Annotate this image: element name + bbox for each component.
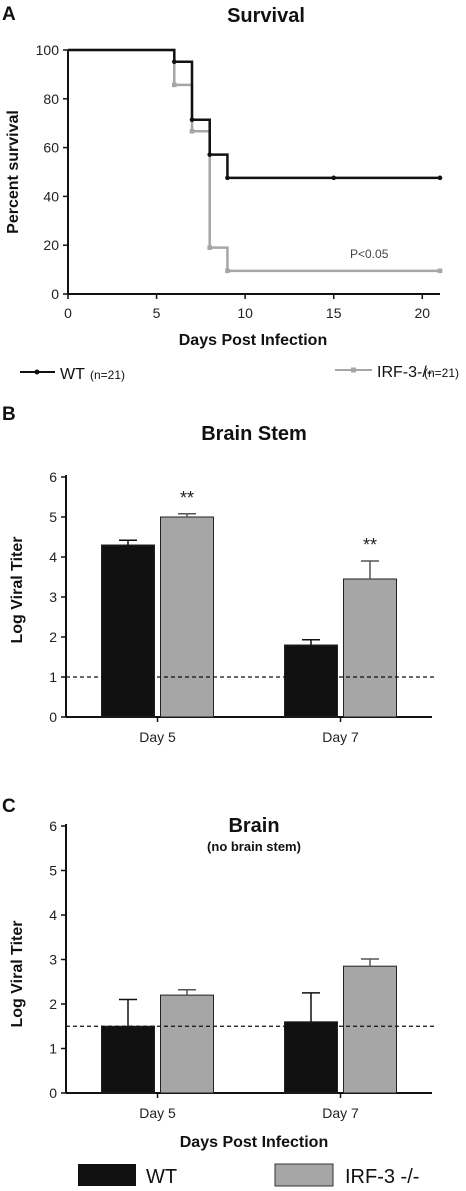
survival-marker-wt <box>331 175 337 181</box>
panel-a-y-tick-label: 0 <box>51 286 59 302</box>
legend-irf3-marker <box>351 367 356 373</box>
panel-c-bar-wt <box>284 1021 338 1094</box>
panel-a-title: Survival <box>227 5 305 27</box>
survival-marker-irf3 <box>171 82 177 88</box>
panel-a-letter: A <box>2 4 16 25</box>
survival-line-irf3 <box>68 48 440 273</box>
panel-b-y-tick-label: 0 <box>49 709 57 725</box>
survival-marker-wt <box>171 59 177 65</box>
panel-b-y-axis-title: Log Viral Titer <box>9 537 26 644</box>
panel-b-title: Brain Stem <box>201 423 307 445</box>
legend-irf3-label: IRF-3-/- <box>377 364 432 381</box>
panel-c-x-axis-title: Days Post Infection <box>180 1134 328 1151</box>
survival-marker-irf3 <box>437 268 443 274</box>
panel-b-significance-mark: ** <box>180 488 194 508</box>
panel-c-title: Brain <box>228 815 279 837</box>
survival-marker-wt <box>207 152 213 157</box>
panel-c-category-label: Day 5 <box>139 1105 176 1121</box>
panel-b-bar-irf3 <box>343 578 397 718</box>
panel-b-bar-irf3 <box>160 516 214 718</box>
panel-a-legend: WT (n=21) IRF-3-/- (n=21) <box>20 364 459 383</box>
panel-a-x-axis-title: Days Post Infection <box>179 332 327 349</box>
panel-c-y-tick-label: 5 <box>49 863 57 879</box>
survival-marker-irf3 <box>207 245 213 250</box>
survival-marker-wt <box>437 175 443 181</box>
panel-b-bar-wt <box>284 644 338 718</box>
panel-c-y-tick-label: 3 <box>49 952 57 968</box>
panel-c-bar-irf3 <box>343 965 397 1094</box>
panel-b-bar-wt <box>101 544 155 718</box>
panel-a-y-tick-label: 100 <box>36 42 60 58</box>
panel-a-y-tick-label: 20 <box>43 237 59 253</box>
panel-a-y-tick-label: 80 <box>43 91 59 107</box>
panel-a-x-tick-label: 10 <box>237 305 253 321</box>
panel-b-y-tick-label: 3 <box>49 589 57 605</box>
panel-b-plot: 0 1 2 3 4 5 6 Day 5 ** Day 7 ** <box>49 469 437 745</box>
panel-a-y-tick-label: 60 <box>43 140 59 156</box>
survival-line-wt <box>68 48 440 180</box>
survival-marker-wt <box>225 175 230 181</box>
panel-a-x-tick-label: 5 <box>153 305 161 321</box>
legend-irf3-swatch <box>274 1163 334 1187</box>
survival-marker-wt <box>189 117 195 123</box>
legend-wt-marker <box>34 369 40 375</box>
panel-b-category-label: Day 5 <box>139 729 176 745</box>
panel-c-y-tick-label: 2 <box>49 996 57 1012</box>
panel-c-y-tick-label: 0 <box>49 1085 57 1101</box>
legend-wt-label: WT <box>60 366 85 383</box>
panel-a-axes <box>67 50 440 295</box>
legend-wt-swatch <box>78 1164 136 1186</box>
survival-marker-irf3 <box>189 128 195 134</box>
panel-b-significance-mark: ** <box>363 535 377 555</box>
panel-b-y-tick-label: 2 <box>49 629 57 645</box>
legend-wt-n: (n=21) <box>90 368 125 382</box>
panel-c-bar-wt <box>101 1025 155 1094</box>
legend-irf3-text: IRF-3 -/- <box>345 1166 419 1188</box>
panel-c-letter: C <box>2 796 16 817</box>
panel-c-bar-irf3 <box>160 994 214 1094</box>
panel-c-subtitle: (no brain stem) <box>207 839 301 854</box>
panel-a-x-ticks: 0 5 10 15 20 <box>64 294 430 321</box>
panel-a-x-tick-label: 20 <box>414 305 430 321</box>
panel-a-series <box>68 48 443 274</box>
panel-a-p-value: P<0.05 <box>350 247 389 261</box>
panel-c-y-tick-label: 6 <box>49 818 57 834</box>
panel-b-category-label: Day 7 <box>322 729 359 745</box>
panel-a-y-axis-title: Percent survival <box>5 110 22 234</box>
panel-b-y-tick-label: 5 <box>49 509 57 525</box>
panel-a-y-tick-label: 40 <box>43 188 59 204</box>
panel-c-y-tick-label: 4 <box>49 907 57 923</box>
legend-wt-text: WT <box>146 1166 177 1188</box>
panel-b-y-tick-label: 1 <box>49 669 57 685</box>
panel-a-x-tick-label: 0 <box>64 305 72 321</box>
panel-b-letter: B <box>2 404 16 425</box>
panel-c-y-tick-label: 1 <box>49 1041 57 1057</box>
panel-a-x-tick-label: 15 <box>326 305 342 321</box>
panel-c-plot: 0 1 2 3 4 5 6 Day 5 Day 7 <box>49 818 437 1121</box>
panel-b-y-tick-label: 4 <box>49 549 57 565</box>
panel-a-y-ticks: 0 20 40 60 80 100 <box>36 42 68 302</box>
panel-c-legend: WT IRF-3 -/- <box>78 1163 419 1188</box>
survival-marker-irf3 <box>225 268 230 274</box>
panel-c-y-axis-title: Log Viral Titer <box>9 921 26 1028</box>
legend-irf3-n: (n=21) <box>424 366 459 380</box>
panel-c-category-label: Day 7 <box>322 1105 359 1121</box>
panel-b-y-tick-label: 6 <box>49 469 57 485</box>
